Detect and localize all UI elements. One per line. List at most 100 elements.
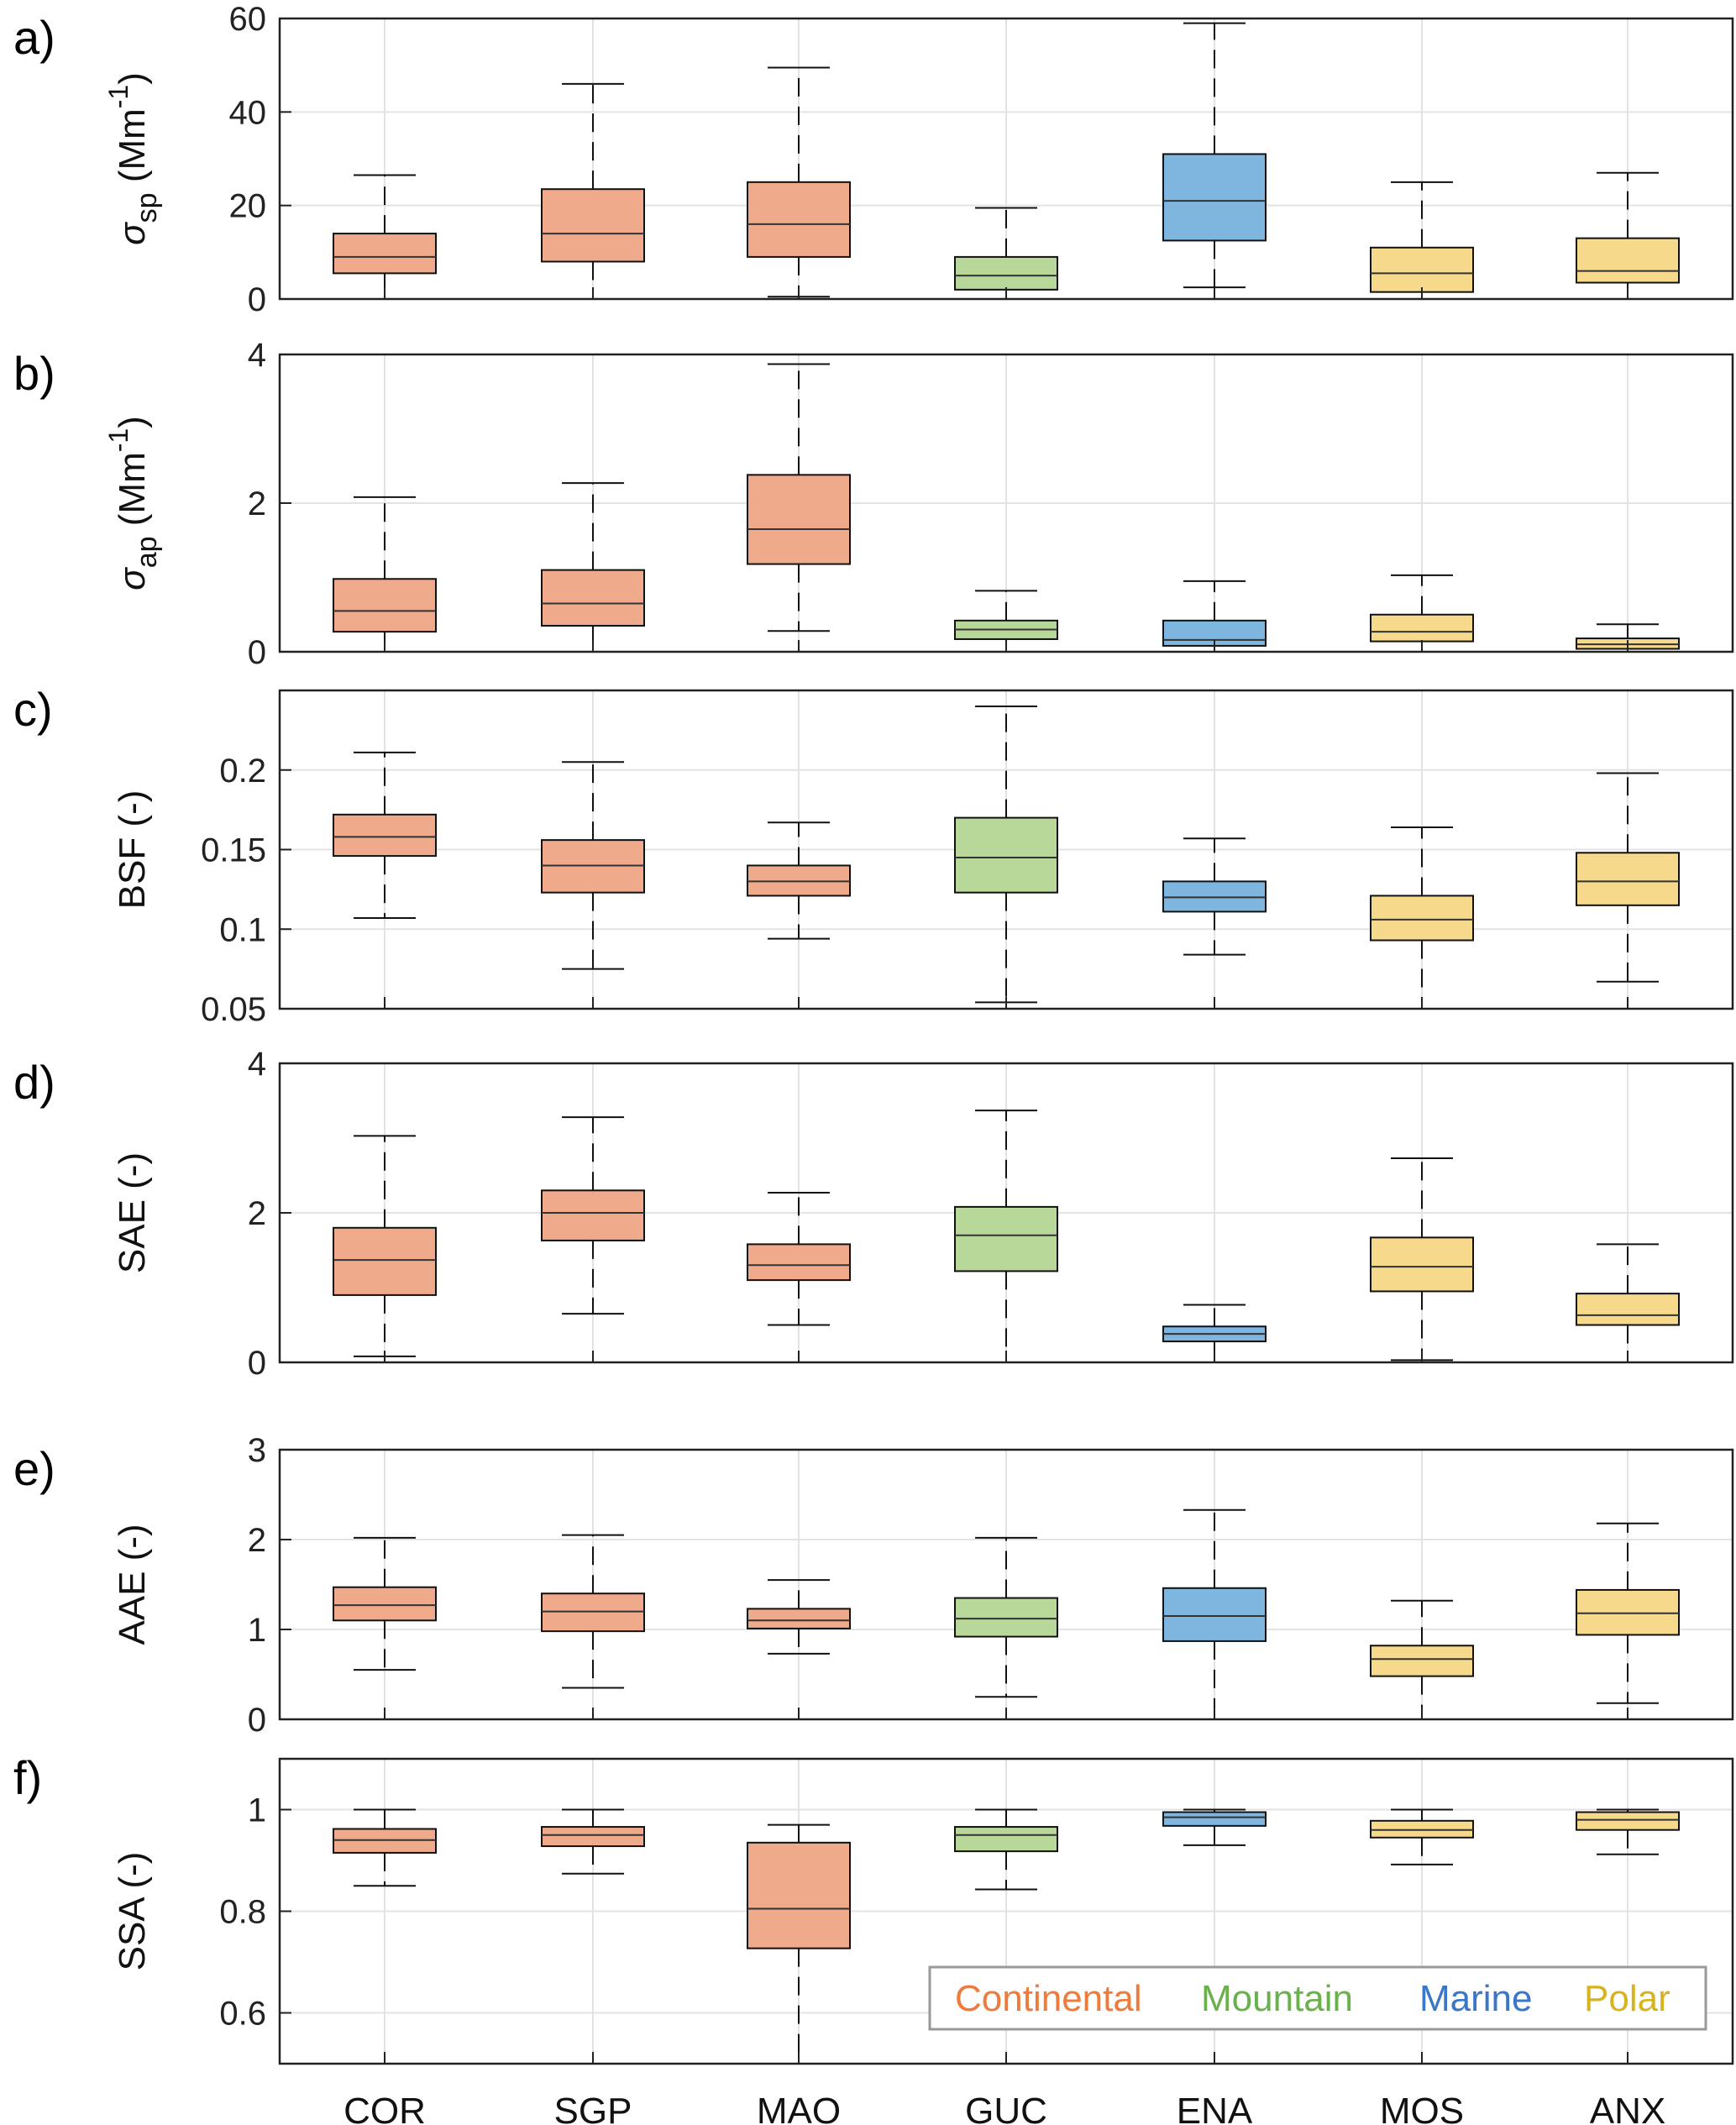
iqr-box	[747, 181, 851, 258]
x-label-cor: COR	[344, 2091, 426, 2125]
iqr-box	[1162, 153, 1267, 242]
box-mao	[747, 1579, 851, 1655]
y-tick-label: 40	[229, 94, 267, 131]
iqr-box	[333, 578, 437, 633]
iqr-box	[1576, 852, 1680, 906]
panel-letter: d)	[13, 1056, 55, 1109]
y-tick-label: 0	[248, 281, 266, 318]
box-anx	[1576, 171, 1680, 300]
iqr-box	[954, 816, 1058, 894]
y-tick-label: 0.15	[201, 832, 266, 869]
iqr-box	[747, 1243, 851, 1282]
y-tick-label: 4	[248, 337, 266, 374]
y-tick-label: 0	[248, 1345, 266, 1382]
iqr-box	[541, 188, 645, 263]
iqr-box	[1162, 1811, 1267, 1827]
y-axis-label: σsp (Mm-1)	[103, 72, 163, 245]
box-mos	[1370, 1157, 1474, 1362]
x-label-guc: GUC	[965, 2091, 1047, 2125]
y-tick-label: 0.6	[219, 1996, 266, 2033]
iqr-box	[333, 1586, 437, 1622]
box-sgp	[541, 1116, 645, 1315]
y-tick-label: 0	[248, 634, 266, 671]
iqr-box	[541, 1592, 645, 1633]
box-ena	[1162, 1808, 1267, 1846]
box-sgp	[541, 761, 645, 970]
legend-item-mountain: Mountain	[1201, 1978, 1353, 2019]
box-guc	[954, 1110, 1058, 1363]
panel-d: 0 2 4 d) SAE (-)	[13, 1046, 1734, 1382]
box-sgp	[541, 82, 645, 300]
box-mos	[1370, 1808, 1474, 1865]
x-label-mos: MOS	[1380, 2091, 1464, 2125]
y-tick-label: 1	[248, 1792, 266, 1829]
box-cor	[333, 1536, 437, 1671]
iqr-box	[541, 1189, 645, 1241]
y-tick-label: 2	[248, 485, 266, 522]
iqr-box	[1370, 613, 1474, 643]
panel-letter: a)	[13, 11, 55, 64]
y-axis-label: SSA (-)	[112, 1852, 153, 1971]
iqr-box	[954, 1826, 1058, 1853]
y-tick-label: 2	[248, 1522, 266, 1559]
y-tick-label: 0.1	[219, 911, 266, 948]
iqr-box	[954, 255, 1058, 291]
panel-letter: b)	[13, 347, 55, 400]
legend-item-polar: Polar	[1584, 1978, 1670, 2019]
iqr-box	[541, 1826, 645, 1848]
panel-c: 0.05 0.1 0.15 0.2 c) BSF (-)	[13, 683, 1734, 1028]
y-tick-label: 4	[248, 1046, 266, 1083]
iqr-box	[333, 233, 437, 275]
box-mao	[747, 821, 851, 940]
box-mao	[747, 1191, 851, 1326]
box-ena	[1162, 22, 1267, 289]
panel-a: 0 20 40 60 a) σsp (Mm-1)	[13, 1, 1734, 318]
iqr-box	[747, 474, 851, 565]
y-tick-label: 60	[229, 1, 267, 38]
panel-letter: c)	[13, 683, 53, 736]
iqr-box	[333, 1226, 437, 1296]
box-cor	[333, 174, 437, 300]
panel-letter: e)	[13, 1442, 55, 1495]
box-anx	[1576, 772, 1680, 983]
iqr-box	[541, 569, 645, 627]
box-sgp	[541, 1808, 645, 1875]
panel-e: 0 1 2 3 e) AAE (-)	[13, 1432, 1734, 1739]
box-anx	[1576, 1243, 1680, 1363]
legend-item-continental: Continental	[955, 1978, 1142, 2019]
x-category-labels: COR SGP MAO GUC ENA MOS ANX	[344, 2091, 1665, 2125]
box-guc	[954, 1536, 1058, 1698]
iqr-box	[333, 813, 437, 858]
box-mos	[1370, 1599, 1474, 1720]
box-anx	[1576, 1522, 1680, 1704]
box-mos	[1370, 826, 1474, 1010]
box-ena	[1162, 1508, 1267, 1720]
iqr-box	[1576, 1588, 1680, 1636]
box-cor	[333, 1135, 437, 1357]
iqr-box	[954, 1597, 1058, 1638]
iqr-box	[1370, 246, 1474, 293]
legend: Continental Mountain Marine Polar	[928, 1965, 1707, 2031]
y-tick-label: 0	[248, 1702, 266, 1739]
box-guc	[954, 1808, 1058, 1891]
box-mao	[747, 1823, 851, 2065]
box-sgp	[541, 1534, 645, 1689]
panel-b: 0 2 4 b) σap (Mm-1)	[13, 337, 1734, 671]
iqr-box	[1576, 1293, 1680, 1326]
legend-item-marine: Marine	[1419, 1978, 1533, 2019]
y-axis-label: BSF (-)	[112, 790, 153, 910]
y-axis-label: σap (Mm-1)	[103, 416, 163, 590]
box-cor	[333, 1808, 437, 1887]
y-axis-label: SAE (-)	[112, 1152, 153, 1273]
box-mos	[1370, 181, 1474, 300]
box-ena	[1162, 837, 1267, 956]
iqr-box	[747, 1608, 851, 1629]
box-sgp	[541, 482, 645, 653]
iqr-box	[954, 1205, 1058, 1272]
y-tick-label: 3	[248, 1432, 266, 1469]
x-label-mao: MAO	[757, 2091, 841, 2125]
y-tick-label: 2	[248, 1195, 266, 1232]
box-anx	[1576, 1808, 1680, 1855]
iqr-box	[1576, 1811, 1680, 1831]
